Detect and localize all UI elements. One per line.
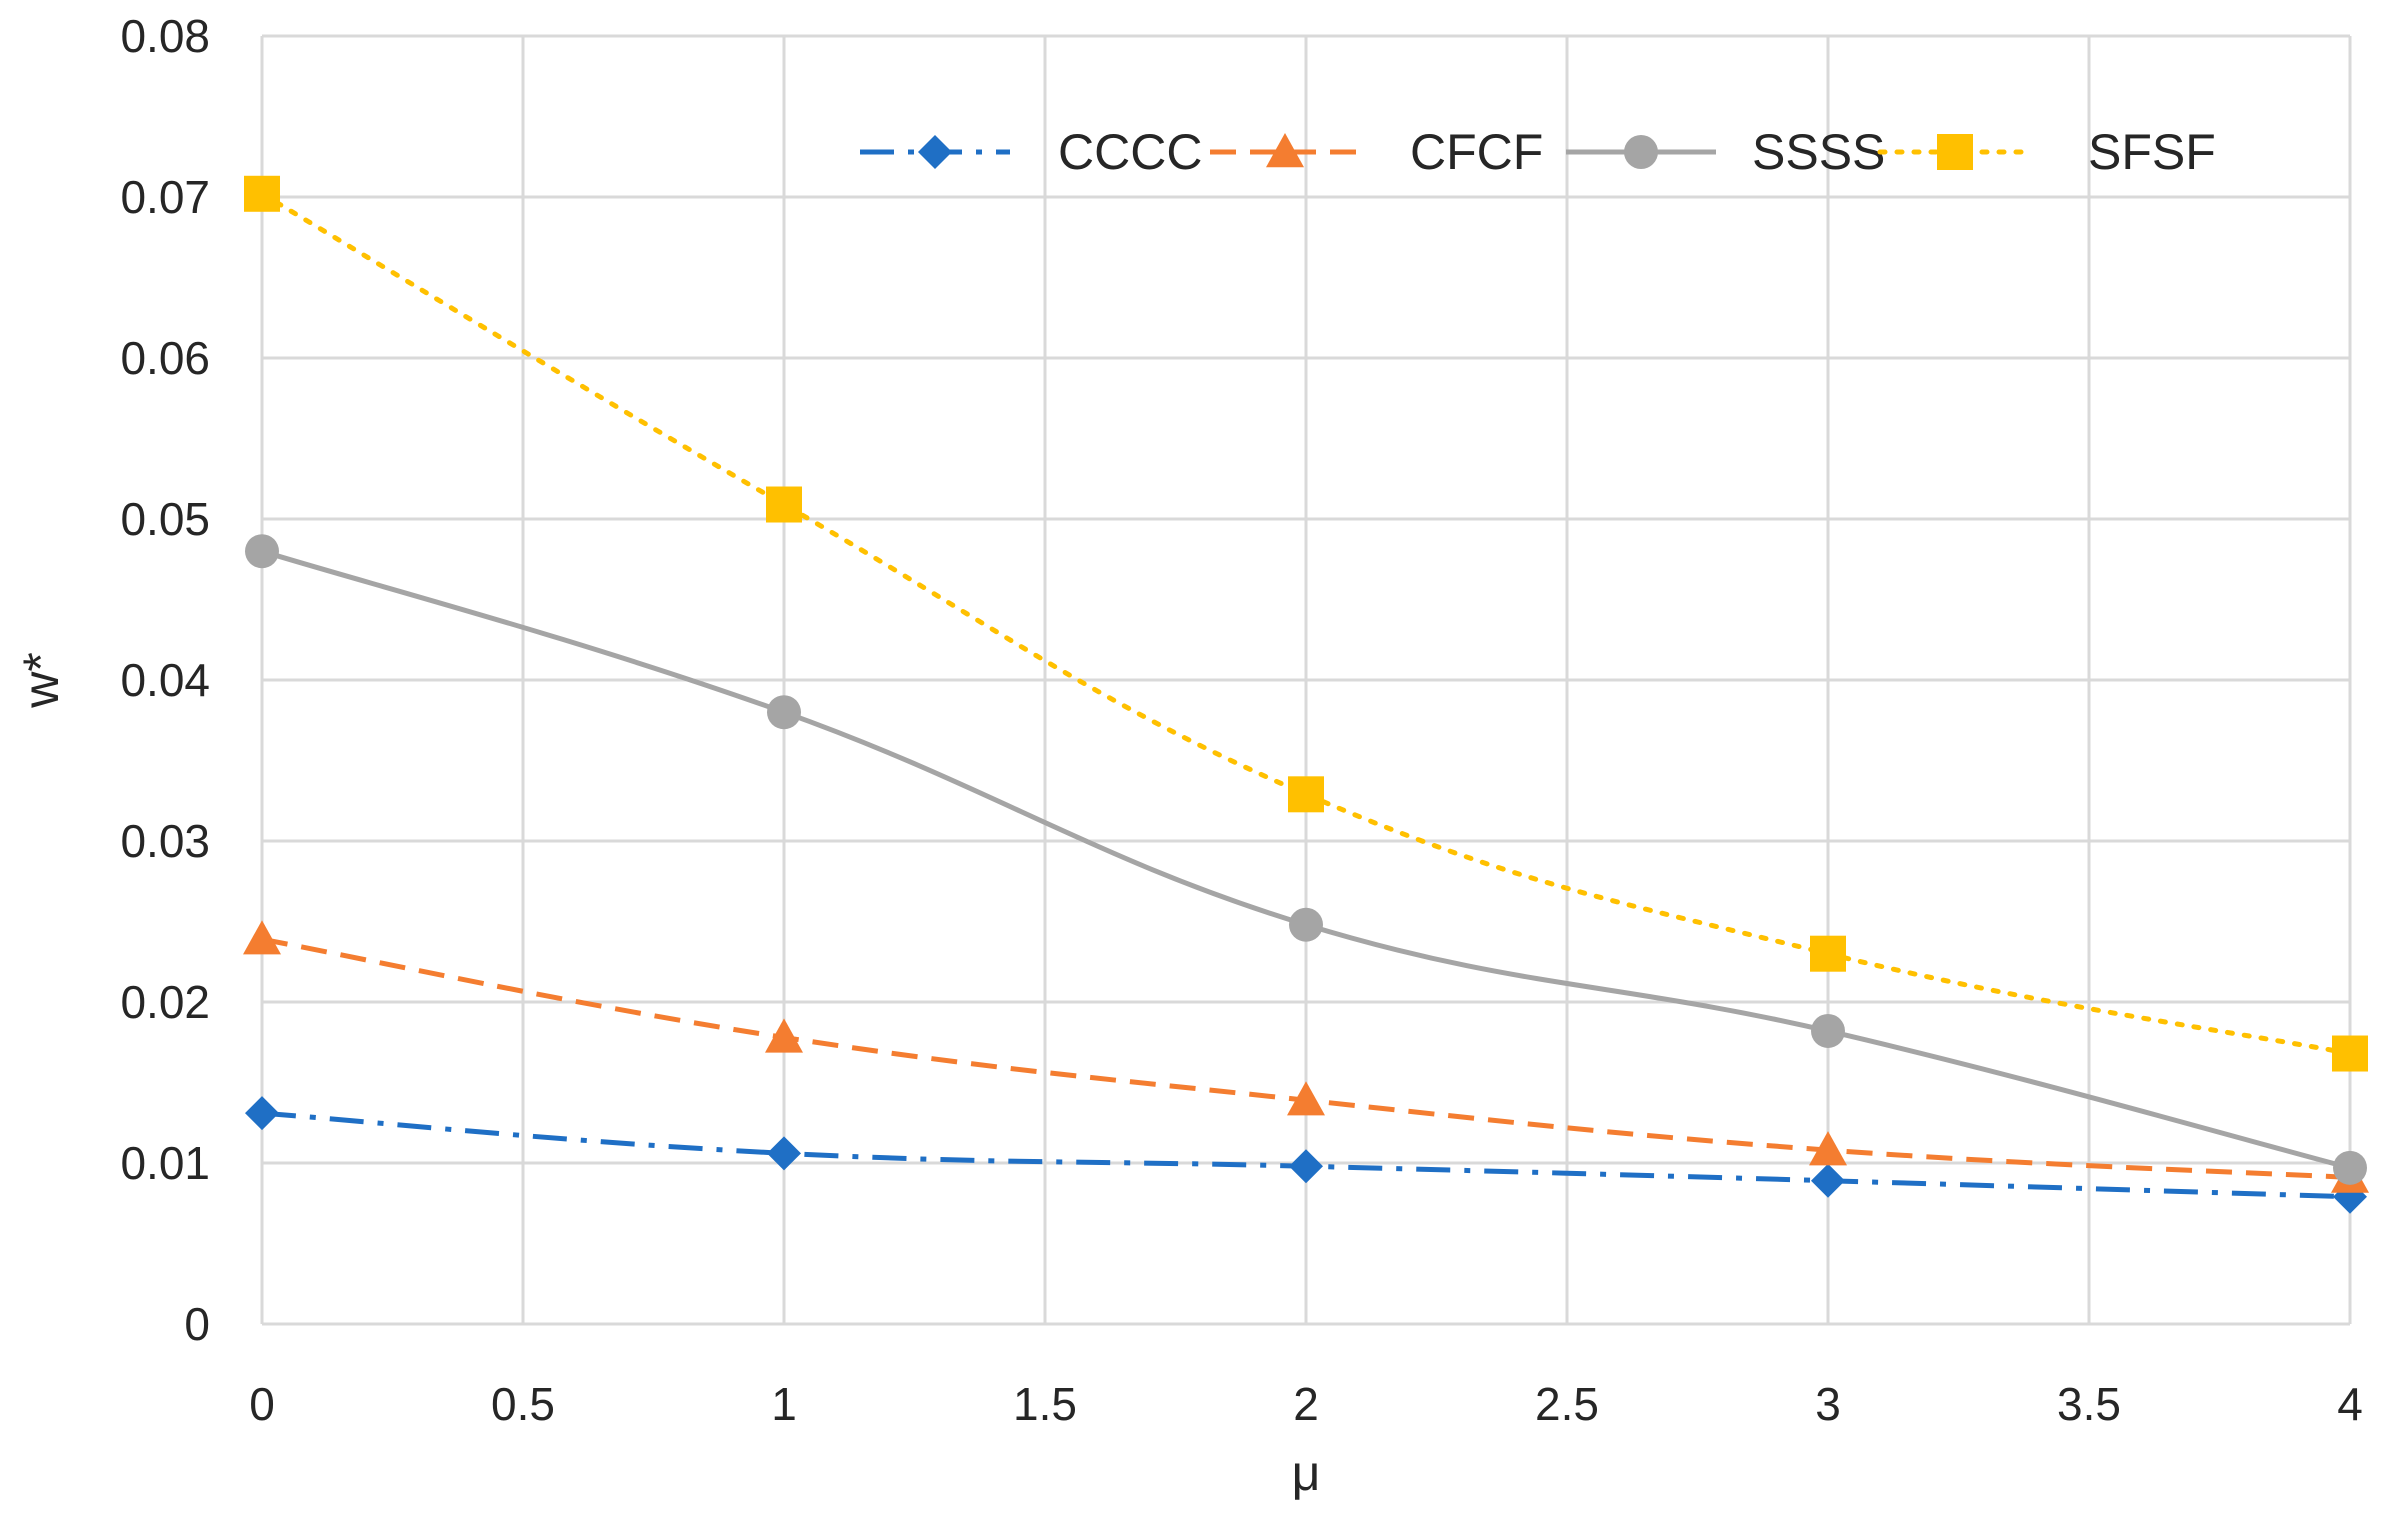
data-point-cccc — [1289, 1149, 1323, 1184]
x-tick-label: 0 — [249, 1378, 275, 1430]
legend-item-cfcf: CFCF — [1210, 124, 1543, 180]
series-layer — [243, 175, 2369, 1214]
data-point-ssss — [2333, 1150, 2367, 1185]
legend: CCCC CFCF SSSS SFSF — [860, 124, 2216, 180]
data-point-ssss — [1289, 907, 1323, 942]
legend-label-cccc: CCCC — [1058, 124, 1202, 180]
y-tick-label: 0.05 — [120, 493, 210, 545]
y-tick-label: 0.01 — [120, 1137, 210, 1189]
data-point-sfsf — [1288, 776, 1324, 813]
data-point-sfsf — [766, 486, 802, 523]
legend-label-ssss: SSSS — [1752, 124, 1885, 180]
series-cccc — [245, 1096, 2367, 1214]
data-point-cfcf — [243, 920, 281, 955]
data-point-cccc — [767, 1136, 801, 1171]
y-tick-label: 0.03 — [120, 815, 210, 867]
y-tick-label: 0.06 — [120, 332, 210, 384]
legend-label-cfcf: CFCF — [1410, 124, 1543, 180]
y-tick-label: 0.08 — [120, 10, 210, 62]
data-point-cccc — [1811, 1163, 1845, 1198]
legend-item-cccc: CCCC — [860, 124, 1202, 180]
y-tick-label: 0.02 — [120, 976, 210, 1028]
data-point-ssss — [245, 534, 279, 569]
grid-layer — [260, 34, 2352, 1326]
x-tick-label: 1.5 — [1013, 1378, 1077, 1430]
y-tick-label: 0 — [184, 1298, 210, 1350]
legend-marker-ssss — [1624, 135, 1658, 169]
data-point-cccc — [245, 1096, 279, 1131]
legend-marker-cccc — [918, 135, 952, 169]
x-tick-label: 3.5 — [2057, 1378, 2121, 1430]
legend-marker-cfcf — [1266, 133, 1304, 168]
data-point-cfcf — [765, 1018, 803, 1053]
series-line-sfsf — [259, 191, 2353, 1057]
y-tick-label: 0.04 — [120, 654, 210, 706]
data-point-cfcf — [1809, 1131, 1847, 1166]
data-point-cfcf — [1287, 1081, 1325, 1116]
legend-item-sfsf: SFSF — [1877, 124, 2216, 180]
x-tick-label: 2.5 — [1535, 1378, 1599, 1430]
x-tick-label: 2 — [1293, 1378, 1319, 1430]
legend-item-ssss: SSSS — [1566, 124, 1885, 180]
x-axis-title: μ — [1292, 1445, 1321, 1501]
data-point-sfsf — [1810, 935, 1846, 972]
x-tick-label: 3 — [1815, 1378, 1841, 1430]
series-sfsf — [244, 175, 2368, 1072]
y-tick-label: 0.07 — [120, 171, 210, 223]
x-tick-label: 4 — [2337, 1378, 2363, 1430]
y-axis-title: w* — [13, 652, 69, 709]
legend-marker-sfsf — [1937, 134, 1973, 170]
series-cfcf — [243, 920, 2369, 1193]
x-tick-label: 0.5 — [491, 1378, 555, 1430]
data-point-ssss — [767, 695, 801, 730]
axis-layer: 0 0.01 0.02 0.03 0.04 0.05 0.06 0.07 0.08 0 0.5 1 1.… — [120, 10, 2362, 1430]
data-point-sfsf — [244, 175, 280, 212]
x-tick-label: 1 — [771, 1378, 797, 1430]
data-point-ssss — [1811, 1013, 1845, 1048]
legend-label-sfsf: SFSF — [2088, 124, 2216, 180]
series-ssss — [245, 534, 2367, 1185]
data-point-sfsf — [2332, 1035, 2368, 1072]
